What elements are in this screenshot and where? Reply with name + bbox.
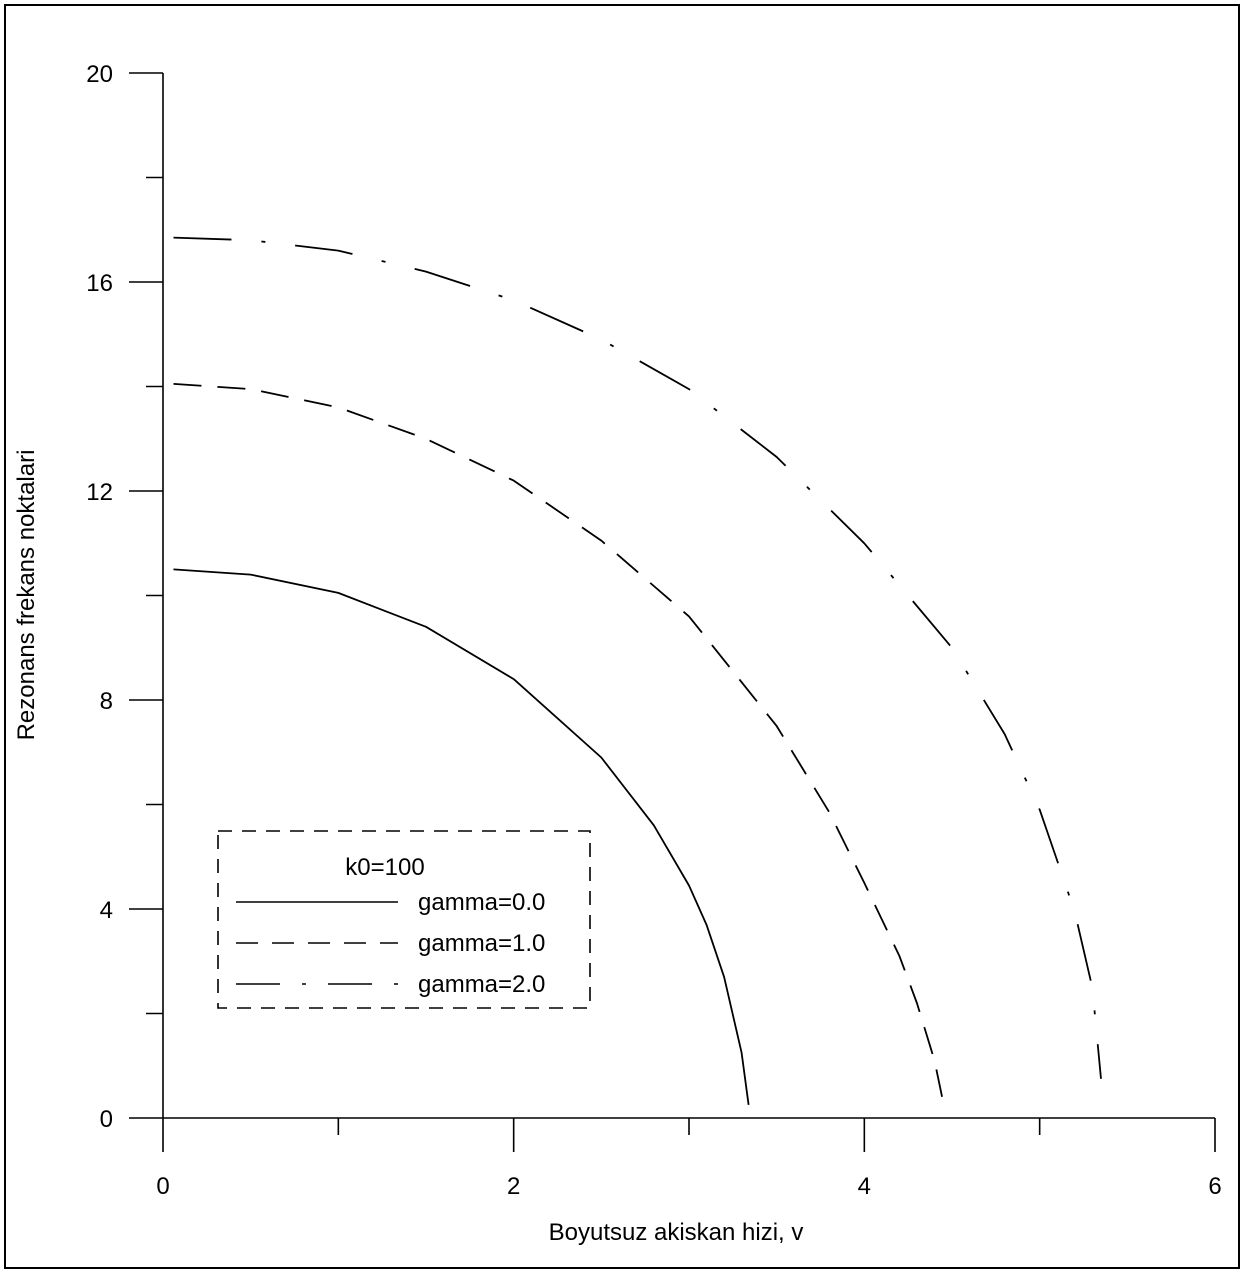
y-tick-label: 8: [100, 688, 113, 715]
y-tick-label: 20: [86, 61, 113, 88]
y-tick-label: 16: [86, 270, 113, 297]
legend-title: k0=100: [345, 854, 424, 881]
series-line-gamma-0: [174, 569, 749, 1105]
legend-label-gamma-1: gamma=1.0: [418, 930, 545, 957]
legend: k0=100 gamma=0.0 gamma=1.0 gamma=2.0: [218, 831, 590, 1008]
x-tick-label: 2: [507, 1173, 520, 1200]
x-tick-label: 4: [858, 1173, 871, 1200]
x-axis-title: Boyutsuz akiskan hizi, v: [549, 1219, 804, 1246]
axes: 0 2 4 6 0 4 8 12 16 20: [86, 61, 1221, 1200]
x-tick-label: 6: [1208, 1173, 1221, 1200]
legend-label-gamma-0: gamma=0.0: [418, 889, 545, 916]
x-tick-label: 0: [156, 1173, 169, 1200]
series-line-gamma-2: [174, 238, 1102, 1079]
y-tick-label: 4: [100, 897, 113, 924]
legend-label-gamma-2: gamma=2.0: [418, 971, 545, 998]
series-line-gamma-1: [174, 384, 944, 1102]
series-layer: [174, 238, 1102, 1105]
y-tick-label: 12: [86, 479, 113, 506]
y-tick-label: 0: [100, 1106, 113, 1133]
y-axis-title: Rezonans frekans noktalari: [13, 450, 40, 741]
